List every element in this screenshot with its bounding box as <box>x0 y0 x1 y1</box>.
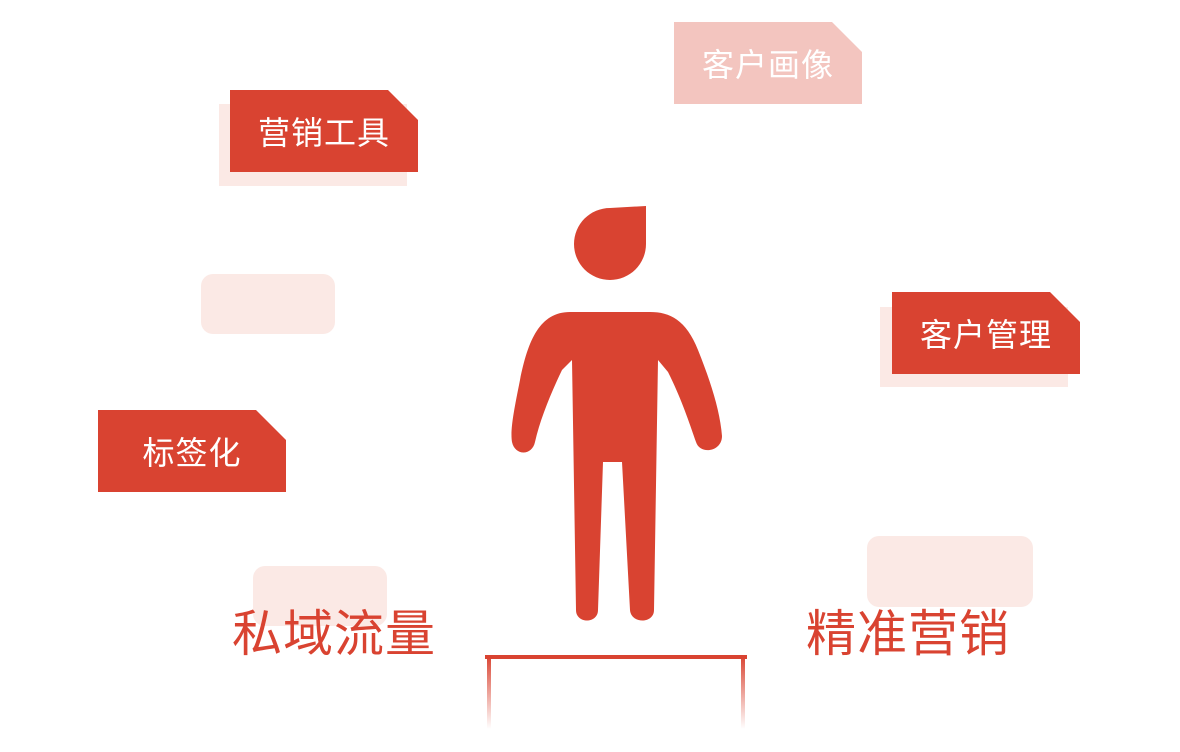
pedestal <box>485 655 747 729</box>
tag-tagging-label: 标签化 <box>142 434 242 472</box>
tag-customer-profile-label: 客户画像 <box>701 46 834 84</box>
decorative-box <box>867 536 1033 607</box>
decorative-box <box>253 566 387 626</box>
tag-customer-management: 客户管理 <box>892 292 1080 374</box>
tag-tagging: 标签化 <box>98 410 286 492</box>
label-precision-marketing: 精准营销 <box>806 605 1010 663</box>
tag-customer-profile: 客户画像 <box>674 22 862 104</box>
tag-marketing-tools: 营销工具 <box>230 90 418 172</box>
person-icon <box>511 206 722 621</box>
tag-customer-management-label: 客户管理 <box>919 316 1052 354</box>
tag-marketing-tools-label: 营销工具 <box>257 114 390 152</box>
label-private-traffic: 私域流量 <box>232 605 436 663</box>
decorative-box <box>201 274 335 334</box>
